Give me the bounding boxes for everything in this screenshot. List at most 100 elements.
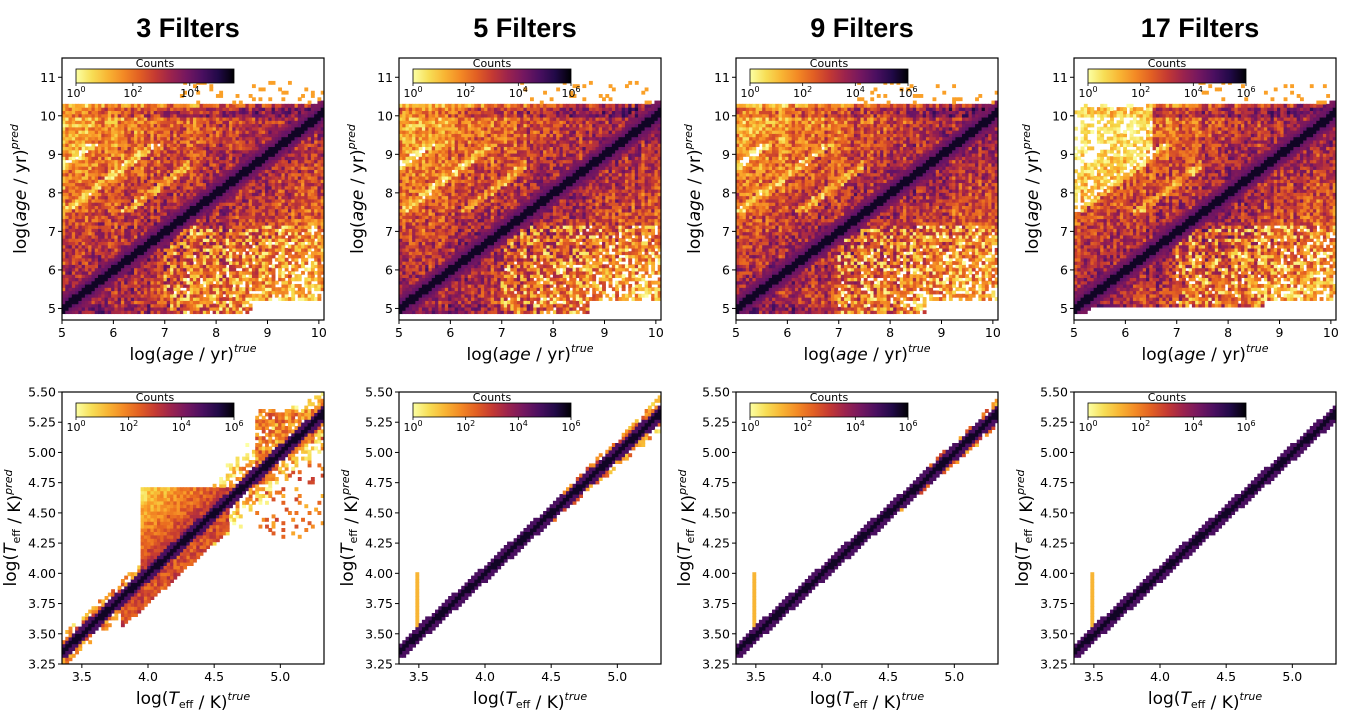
x-tick-label: 8 bbox=[212, 325, 220, 340]
x-tick-label: 8 bbox=[886, 325, 894, 340]
colorbar-tick-label: 104 bbox=[172, 419, 191, 434]
y-tick-label: 6 bbox=[722, 262, 730, 277]
colorbar-tick-label: 100 bbox=[1078, 419, 1097, 434]
colorbar bbox=[1087, 68, 1247, 84]
y-tick-label: 10 bbox=[1052, 108, 1068, 123]
x-tick-label: 6 bbox=[783, 325, 791, 340]
y-tick-label: 3.25 bbox=[365, 657, 393, 672]
x-axis-label: log(age / yr)true bbox=[129, 342, 256, 365]
colorbar-tick-label: 106 bbox=[898, 419, 917, 434]
y-tick-label: 7 bbox=[385, 224, 393, 239]
y-tick-label: 4.75 bbox=[365, 475, 393, 490]
colorbar-tick-label: 106 bbox=[561, 419, 580, 434]
panel-3: 5 6 7 8 9 10 5 6 7 8 9 10 11 log(age / yr)true log(age… bbox=[1020, 13, 1339, 365]
y-axis-label: log(age / yr)pred bbox=[345, 123, 368, 254]
panel-title: 3 Filters bbox=[136, 13, 240, 43]
y-tick-label: 11 bbox=[1052, 70, 1068, 85]
colorbar-label: Counts bbox=[473, 391, 512, 404]
panel-2: 5 6 7 8 9 10 5 6 7 8 9 10 11 log(age / yr)true log(age… bbox=[682, 13, 1001, 365]
colorbar-label: Counts bbox=[1148, 391, 1187, 404]
colorbar-tick-label: 100 bbox=[403, 419, 422, 434]
colorbar bbox=[412, 68, 572, 84]
colorbar-tick-label: 106 bbox=[1236, 419, 1255, 434]
y-tick-label: 4.25 bbox=[28, 536, 56, 551]
heatmap bbox=[399, 80, 661, 315]
y-tick-label: 11 bbox=[714, 70, 730, 85]
colorbar-label: Counts bbox=[473, 57, 512, 70]
panel-6: 3.5 4.0 4.5 5.0 3.25 3.50 3.75 4.00 4.25 4.50 4.75… bbox=[675, 385, 999, 713]
y-tick-label: 3.50 bbox=[28, 626, 56, 641]
y-axis-label: log(Teff / K)pred bbox=[338, 469, 362, 587]
x-tick-label: 5 bbox=[395, 325, 403, 340]
x-tick-label: 5 bbox=[58, 325, 66, 340]
x-tick-label: 7 bbox=[161, 325, 169, 340]
y-tick-label: 11 bbox=[40, 70, 56, 85]
heatmap bbox=[1074, 80, 1336, 315]
colorbar-tick-label: 104 bbox=[1184, 419, 1203, 434]
y-tick-label: 5.25 bbox=[365, 415, 393, 430]
y-tick-label: 4.50 bbox=[365, 505, 393, 520]
colorbar-tick-label: 104 bbox=[1184, 85, 1203, 100]
heatmap bbox=[62, 392, 324, 664]
x-tick-label: 6 bbox=[109, 325, 117, 340]
colorbar-tick-label: 102 bbox=[1131, 419, 1150, 434]
y-axis-label: log(age / yr)pred bbox=[682, 123, 705, 254]
colorbar-tick-label: 102 bbox=[1131, 85, 1150, 100]
y-tick-label: 7 bbox=[722, 224, 730, 239]
x-tick-label: 9 bbox=[1276, 325, 1284, 340]
colorbar-tick-label: 100 bbox=[403, 85, 422, 100]
y-tick-label: 4.75 bbox=[1040, 475, 1068, 490]
colorbar-label: Counts bbox=[810, 391, 849, 404]
y-tick-label: 7 bbox=[48, 224, 56, 239]
y-tick-label: 5.50 bbox=[28, 385, 56, 400]
x-axis-label: log(age / yr)true bbox=[803, 342, 930, 365]
colorbar-tick-label: 100 bbox=[1078, 85, 1097, 100]
plot-frame bbox=[1073, 391, 1337, 665]
colorbar-tick-label: 100 bbox=[740, 85, 759, 100]
colorbar bbox=[75, 402, 235, 418]
y-tick-label: 5 bbox=[48, 301, 56, 316]
y-tick-label: 5.50 bbox=[702, 385, 730, 400]
y-tick-label: 4.00 bbox=[365, 566, 393, 581]
x-tick-label: 5.0 bbox=[270, 669, 290, 684]
panel-1: 5 6 7 8 9 10 5 6 7 8 9 10 11 log(age / yr)true log(age… bbox=[345, 13, 664, 365]
y-tick-label: 10 bbox=[40, 108, 56, 123]
heatmap bbox=[736, 398, 998, 658]
x-tick-label: 4.5 bbox=[1216, 669, 1236, 684]
y-tick-label: 9 bbox=[1060, 147, 1068, 162]
y-tick-label: 5.00 bbox=[365, 445, 393, 460]
plot-frame bbox=[735, 57, 999, 321]
colorbar bbox=[749, 402, 909, 418]
x-tick-label: 3.5 bbox=[409, 669, 429, 684]
plot-frame bbox=[61, 57, 325, 321]
x-tick-label: 6 bbox=[446, 325, 454, 340]
colorbar bbox=[75, 68, 235, 84]
y-tick-label: 10 bbox=[377, 108, 393, 123]
colorbar-tick-label: 104 bbox=[180, 85, 199, 100]
colorbar-tick-label: 102 bbox=[119, 419, 138, 434]
x-tick-label: 5.0 bbox=[607, 669, 627, 684]
y-tick-label: 5.25 bbox=[1040, 415, 1068, 430]
y-tick-label: 11 bbox=[377, 70, 393, 85]
colorbar-tick-label: 106 bbox=[1236, 85, 1255, 100]
x-tick-label: 4.5 bbox=[878, 669, 898, 684]
x-tick-label: 8 bbox=[1224, 325, 1232, 340]
y-tick-label: 4.50 bbox=[1040, 505, 1068, 520]
y-tick-label: 8 bbox=[385, 185, 393, 200]
y-tick-label: 7 bbox=[1060, 224, 1068, 239]
y-tick-label: 5.00 bbox=[702, 445, 730, 460]
y-tick-label: 3.75 bbox=[28, 596, 56, 611]
y-tick-label: 4.00 bbox=[702, 566, 730, 581]
x-axis-label: log(age / yr)true bbox=[1141, 342, 1268, 365]
x-tick-label: 3.5 bbox=[1084, 669, 1104, 684]
colorbar bbox=[749, 68, 909, 84]
y-tick-label: 5 bbox=[1060, 301, 1068, 316]
y-tick-label: 4.75 bbox=[28, 475, 56, 490]
heatmap bbox=[736, 80, 998, 315]
y-tick-label: 4.50 bbox=[28, 505, 56, 520]
x-tick-label: 6 bbox=[1121, 325, 1129, 340]
x-tick-label: 10 bbox=[648, 325, 664, 340]
y-tick-label: 5 bbox=[385, 301, 393, 316]
x-tick-label: 4.0 bbox=[138, 669, 158, 684]
x-axis-label: log(Teff / K)true bbox=[473, 689, 587, 713]
